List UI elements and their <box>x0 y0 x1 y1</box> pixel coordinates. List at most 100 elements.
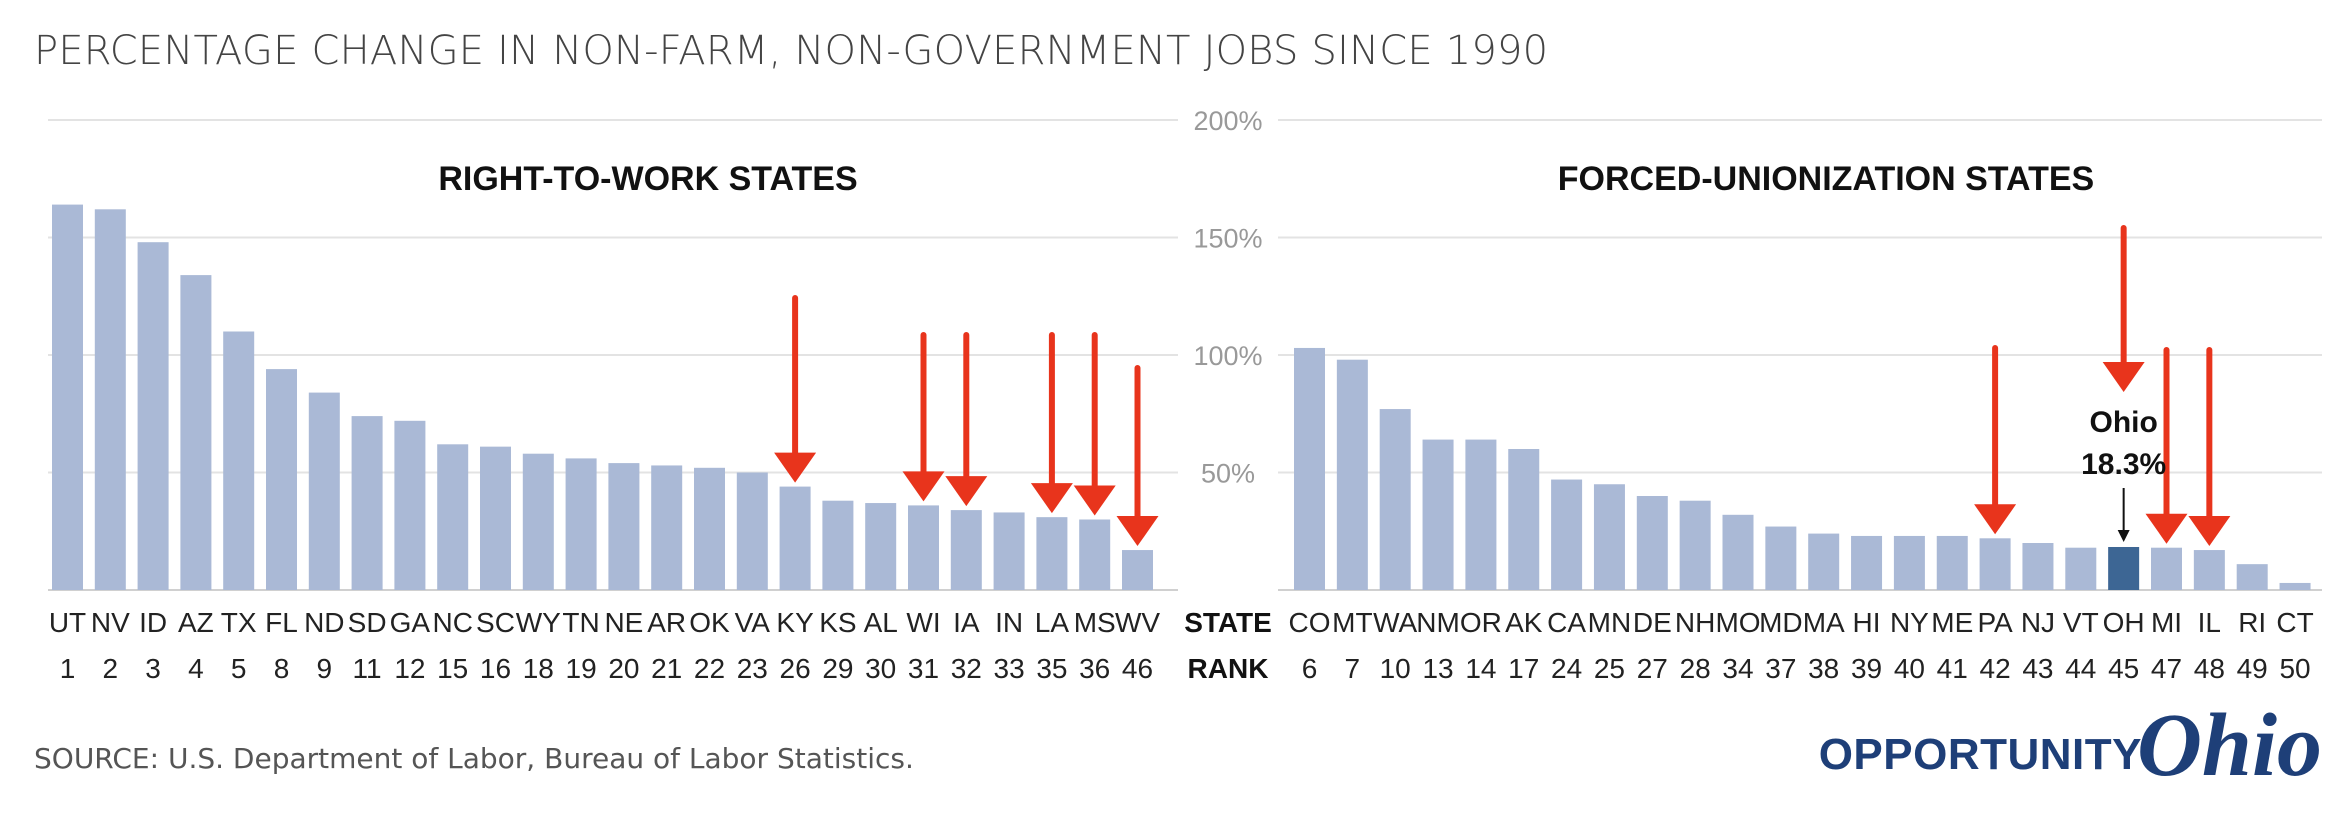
state-label: CA <box>1547 607 1586 638</box>
bar-wa <box>1379 409 1411 590</box>
rank-label: 34 <box>1722 653 1753 684</box>
rank-label: 23 <box>737 653 768 684</box>
bar-id <box>137 242 169 590</box>
rank-label: 36 <box>1079 653 1110 684</box>
bar-nd <box>308 392 340 590</box>
state-label: CO <box>1289 607 1331 638</box>
state-label: CT <box>2276 607 2313 638</box>
state-label: TN <box>562 607 599 638</box>
rank-label: 40 <box>1894 653 1925 684</box>
bar-ky <box>779 486 811 590</box>
bar-il <box>2193 550 2225 590</box>
state-label: AK <box>1505 607 1543 638</box>
state-label: ID <box>139 607 167 638</box>
state-label: NC <box>432 607 472 638</box>
bar-pa <box>1979 538 2011 590</box>
rank-label: 20 <box>608 653 639 684</box>
bar-ga <box>394 420 426 590</box>
red-arrow-head <box>2102 362 2145 392</box>
bar-oh <box>2108 546 2140 590</box>
rank-label: 43 <box>2022 653 2053 684</box>
state-label: MO <box>1715 607 1760 638</box>
state-label: WI <box>906 607 940 638</box>
bar-va <box>736 472 768 590</box>
bar-ok <box>694 467 725 590</box>
state-label: NY <box>1890 607 1929 638</box>
bar-nc <box>437 444 469 590</box>
bar-de <box>1636 496 1668 590</box>
state-label: KS <box>819 607 856 638</box>
rank-label: 28 <box>1680 653 1711 684</box>
rank-label: 38 <box>1808 653 1839 684</box>
state-label: MN <box>1588 607 1632 638</box>
bar-ks <box>822 500 854 590</box>
bar-ar <box>651 465 683 590</box>
rank-label: 32 <box>951 653 982 684</box>
state-label: OR <box>1460 607 1502 638</box>
state-label: AL <box>864 607 898 638</box>
bar-wy <box>522 453 554 590</box>
bar-mi <box>2151 547 2182 590</box>
y-tick-label: 50% <box>1201 459 1255 489</box>
bar-sd <box>351 416 383 590</box>
rank-label: 35 <box>1036 653 1067 684</box>
y-tick-label: 150% <box>1193 224 1262 254</box>
bar-mo <box>1722 514 1754 590</box>
rank-label: 3 <box>145 653 161 684</box>
state-label: GA <box>390 607 431 638</box>
logo-word-ohio: Ohio <box>2136 696 2322 795</box>
state-label: WA <box>1373 607 1417 638</box>
rank-label: 1 <box>60 653 76 684</box>
rank-label: 42 <box>1980 653 2011 684</box>
panel-title: RIGHT-TO-WORK STATES <box>438 160 857 198</box>
state-label: MA <box>1803 607 1845 638</box>
red-arrow-head <box>1116 516 1159 547</box>
rank-label: 2 <box>103 653 119 684</box>
ohio-annotation-name: Ohio <box>2089 406 2157 439</box>
rank-label: 29 <box>822 653 853 684</box>
bar-ia <box>950 510 982 590</box>
bar-wv <box>1122 550 1153 590</box>
state-label: ND <box>304 607 344 638</box>
bar-tx <box>223 331 255 590</box>
state-label: SC <box>476 607 515 638</box>
red-arrow-head <box>2145 513 2188 544</box>
bar-ct <box>2279 582 2311 590</box>
state-label: IA <box>953 607 980 638</box>
state-label: IN <box>995 607 1023 638</box>
state-label: MT <box>1332 607 1372 638</box>
bar-nj <box>2022 543 2054 590</box>
state-label: NE <box>604 607 643 638</box>
rank-label: 12 <box>394 653 425 684</box>
panel-title: FORCED-UNIONIZATION STATES <box>1558 160 2094 198</box>
state-label: SD <box>348 607 387 638</box>
rank-label: 30 <box>865 653 896 684</box>
rank-label: 50 <box>2279 653 2310 684</box>
state-label: NM <box>1416 607 1460 638</box>
y-tick-label: 100% <box>1193 341 1262 371</box>
y-tick-label: 200% <box>1193 106 1262 136</box>
logo-word-opportunity: OPPORTUNITY <box>1818 730 2142 779</box>
bar-fl <box>266 369 297 590</box>
bar-mt <box>1336 359 1368 590</box>
bar-me <box>1936 535 1968 590</box>
rank-label: 27 <box>1637 653 1668 684</box>
bar-nm <box>1422 439 1454 590</box>
rank-label: 11 <box>353 653 382 684</box>
rank-label: 14 <box>1465 653 1496 684</box>
bar-az <box>180 275 212 590</box>
rank-label: 45 <box>2108 653 2139 684</box>
state-label: KY <box>776 607 814 638</box>
rank-label: 18 <box>523 653 554 684</box>
red-arrow-head <box>1030 483 1073 514</box>
state-label: FL <box>265 607 298 638</box>
rank-label: 16 <box>480 653 511 684</box>
bar-or <box>1465 439 1497 590</box>
bar-ms <box>1079 519 1111 590</box>
rank-label: 17 <box>1508 653 1539 684</box>
rank-label: 21 <box>651 653 682 684</box>
rank-label: 41 <box>1937 653 1968 684</box>
rank-label: 47 <box>2151 653 2182 684</box>
bar-al <box>865 503 897 590</box>
state-label: UT <box>49 607 86 638</box>
